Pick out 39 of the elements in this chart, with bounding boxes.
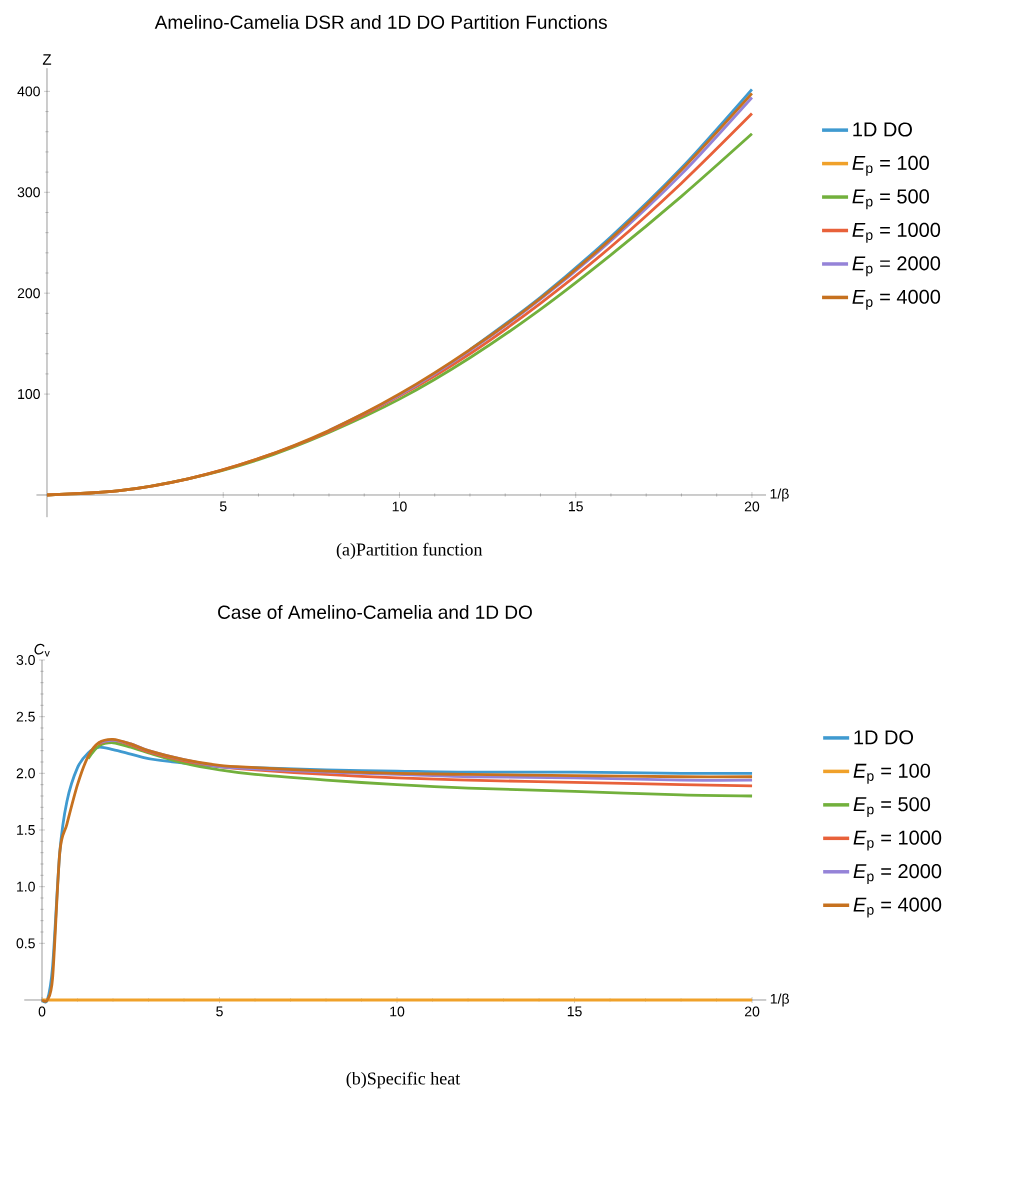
legend-label: E$_{p}$ = 1000: [852, 222, 941, 243]
y-axis-title: Z: [42, 54, 52, 65]
x-tick-label: 10: [390, 1006, 405, 1017]
legend-label: 1D DO: [854, 730, 914, 745]
x-axis-title: 1/β: [770, 488, 789, 502]
x-tick-label: 20: [744, 501, 760, 512]
y-tick-label: 400: [17, 86, 40, 97]
x-tick-label: 0: [38, 1006, 46, 1017]
legend-label: E$_{p}$ = 2000: [853, 864, 942, 885]
y-tick-label: 3.0: [16, 655, 35, 665]
legend-label: E$_{p}$ = 500: [852, 189, 929, 210]
x-tick-label: 20: [744, 1006, 760, 1017]
y-tick-label: 2.5: [16, 711, 35, 722]
chart-title: Amelino-Camelia DSR and 1D DO Partition Functions: [154, 15, 607, 29]
text: (a)Partition function: [336, 542, 483, 560]
y-tick-label: 100: [18, 389, 40, 400]
y-tick-label: 2.0: [16, 768, 35, 779]
y-tick-label: 300: [17, 187, 40, 198]
text: (b)Specific heat: [346, 1071, 461, 1089]
x-tick-label: 15: [568, 501, 583, 512]
legend-label: E$_{p}$ = 100: [853, 763, 931, 784]
y-tick-label: 1.5: [17, 825, 35, 835]
legend-label: 1D DO: [853, 122, 912, 137]
legend-label: E$_{p}$ = 2000: [852, 256, 941, 277]
x-tick-label: 15: [567, 1006, 582, 1017]
y-tick-label: 1.0: [17, 881, 35, 892]
y-axis-title: C$_{v}$: [34, 643, 50, 657]
x-tick-label: 10: [392, 501, 407, 512]
y-tick-label: 0.5: [16, 938, 35, 949]
legend-label: E$_{p}$ = 1000: [853, 830, 942, 851]
legend-label: E$_{p}$ = 4000: [853, 897, 942, 918]
x-tick-label: 5: [219, 501, 227, 512]
legend-label: E$_{p}$ = 4000: [852, 289, 941, 310]
legend-label: E$_{p}$ = 500: [853, 797, 931, 818]
chart-title: Case of Amelino-Camelia and 1D DO: [218, 605, 532, 619]
legend-label: E$_{p}$ = 100: [852, 155, 929, 176]
x-axis-title: 1/β: [770, 993, 789, 1007]
y-tick-label: 200: [17, 288, 40, 299]
x-tick-label: 5: [216, 1006, 223, 1017]
